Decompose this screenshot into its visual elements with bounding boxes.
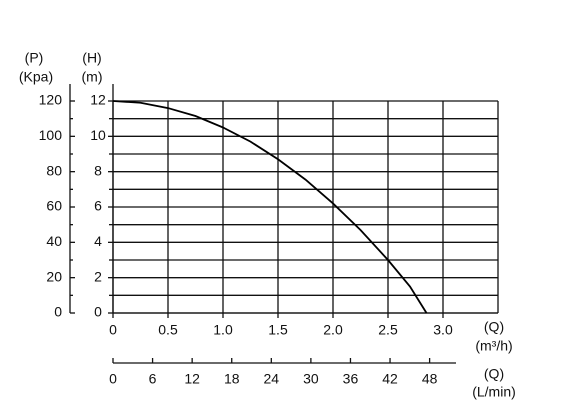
x-tick-label: 1.5 [268, 322, 288, 338]
x2-tick-label: 30 [303, 371, 319, 387]
p-tick-label: 60 [46, 198, 62, 214]
x2-tick-label: 48 [422, 371, 438, 387]
x2-tick-label: 0 [109, 371, 117, 387]
y-tick-label: 10 [90, 127, 106, 143]
y-tick-label: 12 [90, 92, 106, 108]
x2-tick-label: 24 [264, 371, 280, 387]
x2-axis-unit: (L/min) [472, 384, 516, 400]
p-tick-label: 120 [39, 92, 63, 108]
p-tick-label: 40 [46, 233, 62, 249]
x2-tick-label: 12 [184, 371, 200, 387]
curve [112, 100, 428, 314]
x-tick-label: 0 [109, 322, 117, 338]
x2-tick-label: 6 [149, 371, 157, 387]
x-tick-label: 1.0 [213, 322, 233, 338]
x-axis-unit: (m³/h) [475, 338, 512, 354]
h-axis-unit: (m) [82, 69, 103, 85]
x-tick-label: 2.5 [378, 322, 398, 338]
x2-tick-label: 42 [382, 371, 398, 387]
p-tick-label: 80 [46, 162, 62, 178]
x-tick-label: 3.0 [433, 322, 453, 338]
p-axis-label: (P) [25, 50, 44, 66]
x2-tick-label: 36 [343, 371, 359, 387]
y-tick-label: 6 [94, 198, 102, 214]
y-tick-label: 8 [94, 162, 102, 178]
p-tick-label: 20 [46, 268, 62, 284]
x-tick-label: 0.5 [158, 322, 178, 338]
x2-tick-label: 18 [224, 371, 240, 387]
x-tick-label: 2.0 [323, 322, 343, 338]
y-tick-label: 4 [94, 233, 102, 249]
p-axis-unit: (Kpa) [19, 69, 53, 85]
y-tick-label: 2 [94, 268, 102, 284]
x2-axis-label: (Q) [484, 366, 504, 382]
h-axis-label: (H) [82, 50, 101, 66]
x-axis-label: (Q) [484, 319, 504, 335]
p-tick-label: 100 [39, 127, 63, 143]
p-tick-label: 0 [54, 304, 62, 320]
y-tick-label: 0 [94, 304, 102, 320]
